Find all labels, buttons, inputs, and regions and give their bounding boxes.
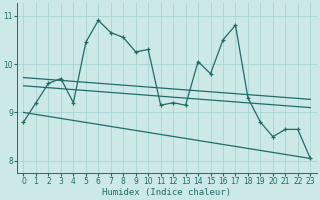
X-axis label: Humidex (Indice chaleur): Humidex (Indice chaleur)	[102, 188, 231, 197]
